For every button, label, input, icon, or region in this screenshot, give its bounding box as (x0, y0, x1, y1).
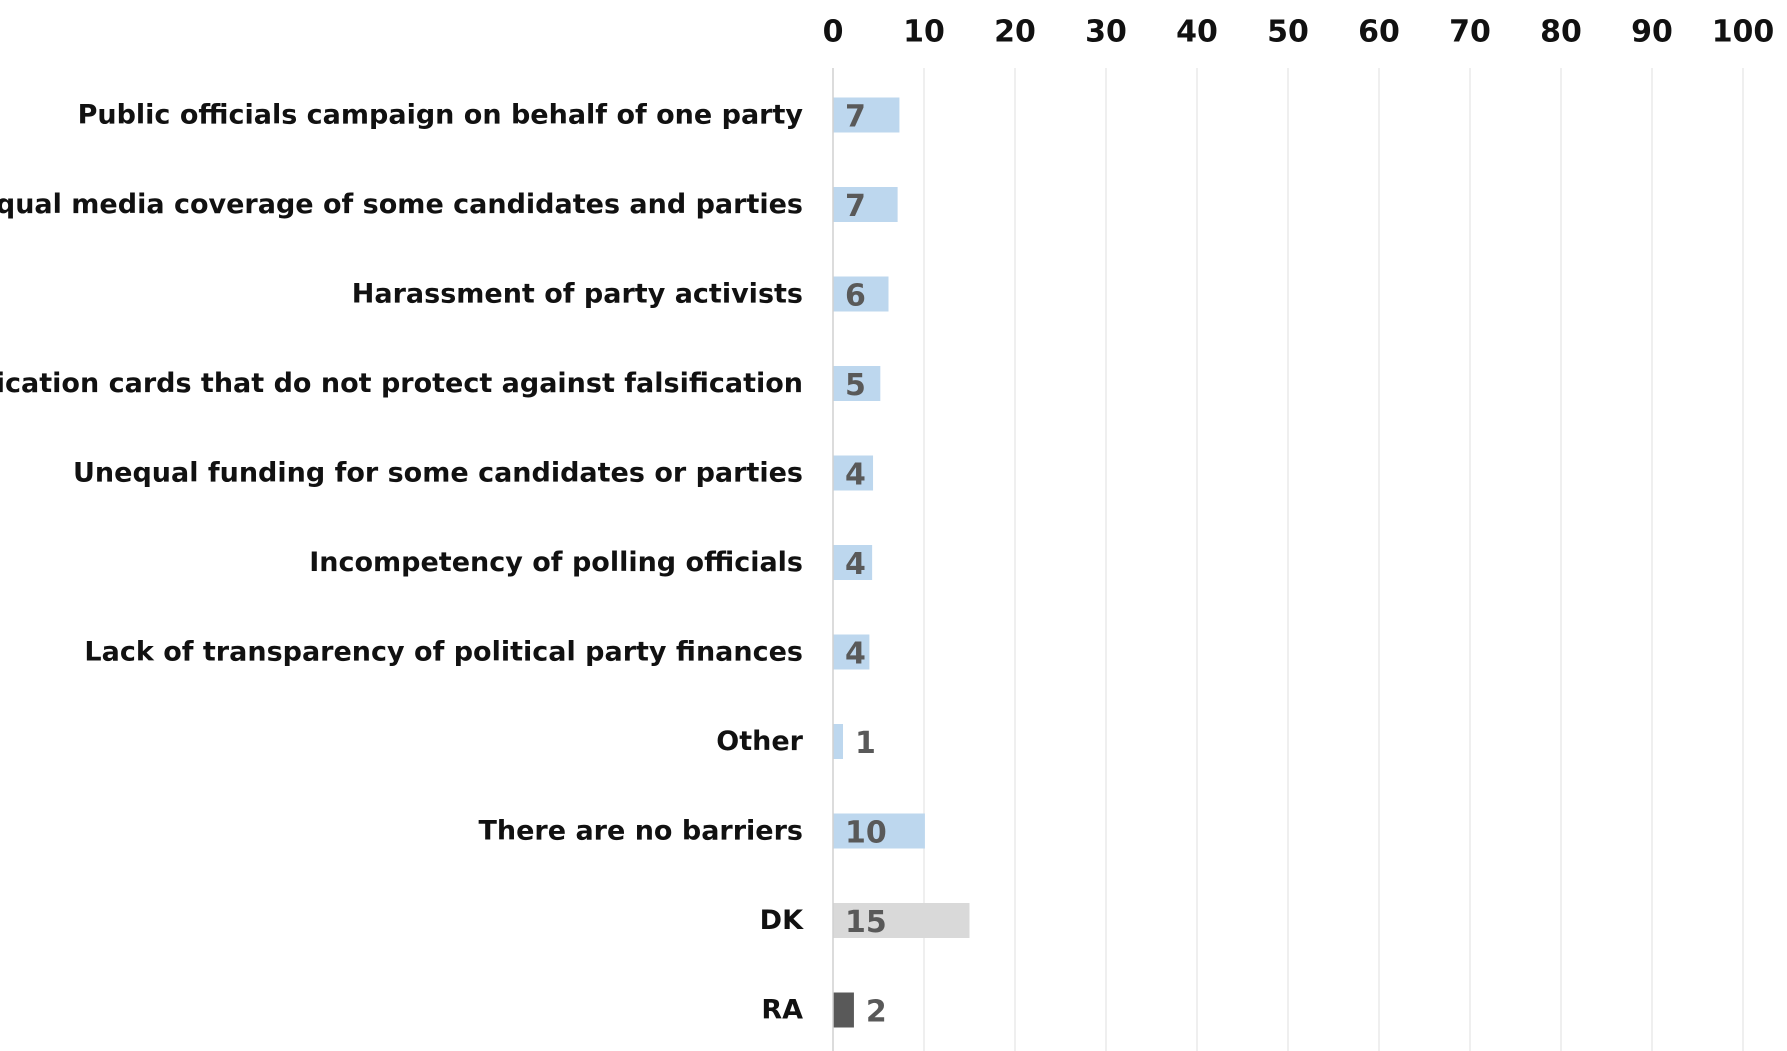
x-tick-label: 30 (1085, 15, 1127, 50)
bar (833, 813, 925, 849)
bar (833, 366, 881, 401)
data-label: 4 (845, 637, 866, 672)
data-label: 2 (866, 995, 887, 1030)
x-tick-label: 0 (823, 15, 844, 50)
data-labels: 7 7 6 5 4 4 4 1 10 15 2 (845, 100, 887, 1030)
data-label: 15 (845, 905, 887, 940)
data-label: 7 (845, 100, 866, 135)
gridlines (923, 68, 1744, 1051)
x-tick-label: 70 (1449, 15, 1491, 50)
bar (833, 97, 900, 133)
x-tick-label: 80 (1540, 15, 1582, 50)
category-label: Lack of transparency of political party … (84, 637, 803, 668)
x-tick-label: 60 (1358, 15, 1400, 50)
bar (833, 187, 898, 222)
bar (833, 903, 970, 938)
category-label: Public officials campaign on behalf of o… (78, 100, 804, 131)
bar (833, 276, 889, 312)
bar (833, 724, 844, 759)
data-label: 7 (845, 189, 866, 224)
x-tick-label: 20 (994, 15, 1036, 50)
bar (833, 545, 873, 580)
bars (833, 97, 970, 1028)
category-label: Unequal funding for some candidates or p… (73, 458, 803, 489)
x-tick-label: 100 (1712, 15, 1775, 50)
category-label: Other (716, 726, 803, 757)
category-labels: Public officials campaign on behalf of o… (0, 100, 804, 1026)
data-label: 5 (845, 368, 866, 403)
data-label: 6 (845, 279, 866, 314)
x-axis-ticks: 0 10 20 30 40 50 60 70 80 90 100 (823, 15, 1775, 50)
category-label: DK (760, 905, 804, 936)
bar (833, 455, 874, 491)
data-label: 4 (845, 547, 866, 582)
bar (833, 992, 854, 1028)
category-label: Incompetency of polling officials (309, 547, 803, 578)
category-label: Harassment of party activists (352, 279, 803, 310)
x-tick-label: 10 (903, 15, 945, 50)
x-tick-label: 90 (1631, 15, 1673, 50)
category-label: Identification cards that do not protect… (0, 368, 803, 399)
data-label: 4 (845, 458, 866, 493)
data-label: 1 (855, 726, 876, 761)
bar (833, 634, 870, 670)
x-tick-label: 40 (1176, 15, 1218, 50)
category-label: RA (761, 995, 803, 1026)
category-label: There are no barriers (478, 816, 803, 847)
category-label: Unequal media coverage of some candidate… (0, 189, 803, 220)
data-label: 10 (845, 816, 887, 851)
x-tick-label: 50 (1267, 15, 1309, 50)
